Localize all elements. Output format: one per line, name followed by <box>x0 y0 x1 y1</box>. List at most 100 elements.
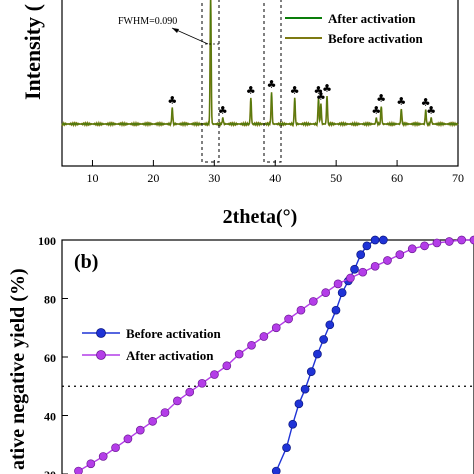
series-point-before <box>300 384 310 394</box>
series-point-before <box>288 419 298 429</box>
series-point-before <box>370 235 380 245</box>
a-xtick-label: 10 <box>86 171 98 185</box>
panel-a-xlabel: 2theta(°) <box>223 206 298 228</box>
b-ytick-label: 80 <box>44 293 56 307</box>
series-point-after <box>321 288 331 297</box>
series-point-before <box>337 288 347 297</box>
a-xtick-label: 70 <box>452 171 464 185</box>
dashed-box-right <box>263 0 282 163</box>
series-point-after <box>358 267 368 277</box>
series-point-before <box>379 235 388 245</box>
peak-marker: ♣ <box>316 90 326 103</box>
series-point-before <box>331 305 341 315</box>
panel-b-plot-area <box>62 235 474 474</box>
series-point-after <box>234 349 244 359</box>
series-point-after <box>222 361 232 371</box>
panel-b: ative negative yield (%) 20 40 60 80 100 (b)… <box>7 234 474 474</box>
a-xtick-label: 40 <box>269 171 281 185</box>
series-point-before <box>282 443 291 453</box>
panel-b-ylabel: ative negative yield (%) <box>7 268 29 470</box>
b-ytick-label: 100 <box>38 234 56 248</box>
series-after-activation-line <box>61 0 459 126</box>
b-ytick-label: 60 <box>44 351 56 365</box>
legend-marker-before-b <box>96 328 106 338</box>
series-point-after <box>123 434 133 444</box>
series-point-after <box>407 244 417 254</box>
legend-label-before-b: Before activation <box>126 326 221 341</box>
series-point-before <box>306 367 316 376</box>
peak-marker: ♣ <box>396 95 406 108</box>
series-point-after <box>197 378 207 388</box>
legend-label-after: After activation <box>328 11 416 26</box>
series-point-after <box>333 279 343 289</box>
fwhm-annotation: FWHM=0.090 <box>118 16 177 27</box>
panel-a: Intensity ( 10 20 30 40 50 60 70 2theta(°) ♣♣♣… <box>20 0 464 228</box>
series-point-after <box>148 417 157 426</box>
legend-label-after-b: After activation <box>126 348 214 363</box>
panel-a-legend: After activation Before activation <box>285 11 423 46</box>
series-point-after <box>420 241 429 251</box>
series-point-after <box>111 443 120 453</box>
series-point-after <box>457 235 466 245</box>
series-point-before <box>350 264 359 274</box>
series-point-after <box>160 408 170 417</box>
a-xtick-label: 60 <box>391 171 403 185</box>
series-point-after <box>271 323 281 333</box>
peak-marker: ♣ <box>426 104 436 117</box>
panel-b-frame <box>61 239 474 474</box>
series-point-before <box>325 320 335 330</box>
peak-marker: ♣ <box>322 82 332 95</box>
series-point-after <box>173 396 182 406</box>
series-point-after <box>395 250 405 259</box>
peak-marker: ♣ <box>218 104 228 117</box>
fwhm-arrowhead <box>172 28 179 33</box>
panel-a-x-ticks: 10 20 30 40 50 60 70 <box>86 160 464 185</box>
peak-marker: ♣ <box>267 78 277 91</box>
a-xtick-label: 20 <box>147 171 159 185</box>
panel-b-label: (b) <box>74 251 98 273</box>
peak-marker: ♣ <box>290 84 300 97</box>
series-point-after <box>98 452 108 461</box>
panel-b-y-ticks: 20 40 60 80 100 <box>38 234 68 474</box>
series-point-after <box>432 238 442 248</box>
a-xtick-label: 50 <box>330 171 342 185</box>
series-point-before <box>319 335 328 344</box>
series-point-after <box>210 370 219 379</box>
series-point-after <box>86 459 96 469</box>
series-point-before <box>294 399 304 409</box>
panel-a-plot-area: ♣♣♣ ♣ ♣ ♣♣♣♣♣ ♣ ♣♣ <box>61 0 459 128</box>
series-point-after <box>308 297 318 306</box>
b-ytick-label: 40 <box>44 410 56 424</box>
legend-label-before: Before activation <box>328 31 423 46</box>
series-point-after <box>74 466 83 474</box>
peak-marker: ♣ <box>421 96 431 109</box>
series-point-before <box>362 241 372 251</box>
series-point-after <box>370 261 380 271</box>
series-point-after <box>296 305 306 315</box>
peak-marker: ♣ <box>167 94 177 107</box>
peak-marker: ♣ <box>371 104 381 117</box>
series-point-before <box>271 466 281 474</box>
b-ytick-label: 20 <box>44 468 56 474</box>
series-point-after <box>247 340 256 350</box>
panel-a-frame <box>61 0 459 167</box>
panel-b-legend: Before activation After activation <box>82 326 221 363</box>
series-point-after <box>444 237 454 246</box>
peak-marker: ♣ <box>314 84 324 97</box>
series-point-after <box>469 235 474 245</box>
series-point-before <box>356 250 366 259</box>
a-xtick-label: 30 <box>208 171 220 185</box>
series-point-after <box>259 332 269 341</box>
series-point-before <box>313 349 322 359</box>
series-point-after <box>383 256 392 265</box>
series-point-after <box>185 387 195 397</box>
series-point-after <box>346 273 355 283</box>
dashed-box-left <box>201 0 220 163</box>
legend-marker-after-b <box>96 350 106 360</box>
series-point-after <box>284 314 293 324</box>
panel-a-ylabel: Intensity ( <box>20 4 45 100</box>
peak-marker: ♣ <box>376 92 386 105</box>
series-line-before <box>275 239 384 472</box>
series-point-after <box>135 425 145 435</box>
